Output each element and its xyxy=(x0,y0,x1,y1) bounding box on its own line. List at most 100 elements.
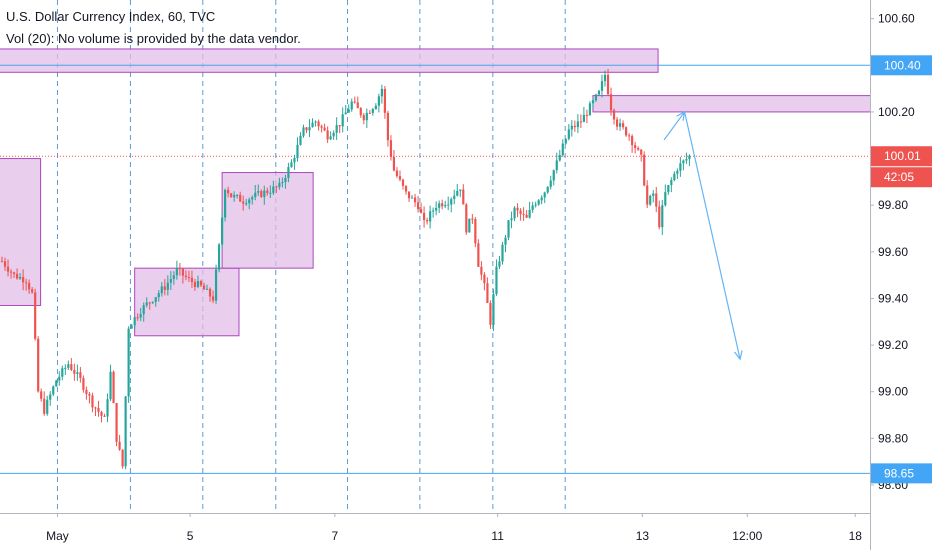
candle-body xyxy=(389,140,393,158)
candle-body xyxy=(643,154,646,186)
price-tick-label: 99.40 xyxy=(878,291,908,305)
candle-body xyxy=(338,125,341,127)
price-axis-background xyxy=(870,0,932,550)
candle-body xyxy=(9,271,13,273)
level-price-tag: 98.65 xyxy=(884,466,914,480)
candle-body xyxy=(661,205,664,228)
candle-body xyxy=(160,286,163,294)
candle-body xyxy=(100,411,103,416)
candle-body xyxy=(679,163,682,171)
candle-body xyxy=(109,371,112,400)
time-axis-background xyxy=(0,513,870,550)
candle-body xyxy=(205,288,209,290)
candle-body xyxy=(374,105,377,110)
candle-body xyxy=(404,185,408,192)
candle-body xyxy=(459,189,462,191)
candle-body xyxy=(220,217,224,245)
candle-body xyxy=(558,155,561,161)
candle-body xyxy=(154,297,157,302)
candle-body xyxy=(15,273,19,279)
candle-body xyxy=(257,191,260,193)
candle-body xyxy=(667,185,670,193)
candle-body xyxy=(579,121,582,123)
candle-body xyxy=(199,281,203,286)
candle-body xyxy=(22,276,25,283)
candle-body xyxy=(3,261,7,267)
candle-body xyxy=(477,243,480,267)
candle-body xyxy=(49,394,52,400)
candle-body xyxy=(407,191,411,199)
candle-body xyxy=(570,125,573,130)
candle-body xyxy=(350,101,353,110)
candle-body xyxy=(456,190,459,196)
candle-body xyxy=(278,182,281,188)
candle-body xyxy=(386,112,390,141)
candle-body xyxy=(465,204,468,233)
time-tick-label: 13 xyxy=(636,529,650,543)
candle-body xyxy=(227,189,230,194)
candle-body xyxy=(588,103,592,116)
candle-body xyxy=(260,191,263,197)
candle-body xyxy=(362,115,365,121)
price-tick-label: 100.20 xyxy=(878,105,915,119)
candle-body xyxy=(525,214,528,218)
candle-body xyxy=(169,278,172,283)
time-tick-label: 7 xyxy=(332,529,339,543)
candle-body xyxy=(284,177,287,183)
candle-body xyxy=(139,314,142,318)
candle-body xyxy=(145,302,148,306)
candle-body xyxy=(112,371,115,404)
candle-body xyxy=(495,266,498,295)
candle-body xyxy=(31,289,34,293)
candle-body xyxy=(507,220,510,238)
candle-body xyxy=(320,126,323,128)
candle-body xyxy=(64,367,67,369)
candle-body xyxy=(432,210,435,212)
candle-body xyxy=(239,194,242,202)
candle-body xyxy=(299,135,302,145)
candle-body xyxy=(640,149,643,155)
candle-body xyxy=(685,159,688,161)
candle-body xyxy=(498,261,501,267)
candle-body xyxy=(82,378,85,390)
candle-body xyxy=(383,88,387,113)
candle-body xyxy=(121,449,124,467)
candle-body xyxy=(76,372,79,374)
supply-demand-zone xyxy=(221,172,314,269)
last-price-tag: 100.01 xyxy=(884,149,921,163)
candle-body xyxy=(46,399,49,414)
chart-title: U.S. Dollar Currency Index, 60, TVC xyxy=(6,9,216,24)
candle-body xyxy=(513,207,516,219)
candle-body xyxy=(217,244,221,270)
plot-area xyxy=(0,0,870,513)
candle-body xyxy=(302,127,305,136)
candle-body xyxy=(242,201,245,204)
candle-body xyxy=(585,114,589,116)
candle-body xyxy=(537,200,540,205)
candle-body xyxy=(58,376,61,381)
candle-body xyxy=(528,209,531,218)
candle-body xyxy=(344,112,347,115)
candle-body xyxy=(296,144,299,158)
candle-body xyxy=(193,282,197,287)
candle-body xyxy=(453,195,456,200)
candle-body xyxy=(28,282,31,290)
candle-body xyxy=(287,167,290,178)
candle-body xyxy=(597,90,601,95)
candle-body xyxy=(290,162,293,168)
candle-body xyxy=(368,112,371,114)
candle-body xyxy=(130,325,133,329)
candle-body xyxy=(423,212,426,221)
candle-body xyxy=(275,186,278,188)
candle-body xyxy=(416,202,420,210)
candle-body xyxy=(492,294,495,325)
candle-body xyxy=(646,185,649,205)
time-tick-label: 18 xyxy=(849,529,863,543)
candle-body xyxy=(688,155,691,160)
supply-demand-zone xyxy=(0,48,659,73)
projection-arrowhead-up xyxy=(676,110,686,121)
candle-body xyxy=(25,282,28,284)
countdown-tag: 42:05 xyxy=(884,170,914,184)
level-price-tag-background xyxy=(871,463,932,484)
